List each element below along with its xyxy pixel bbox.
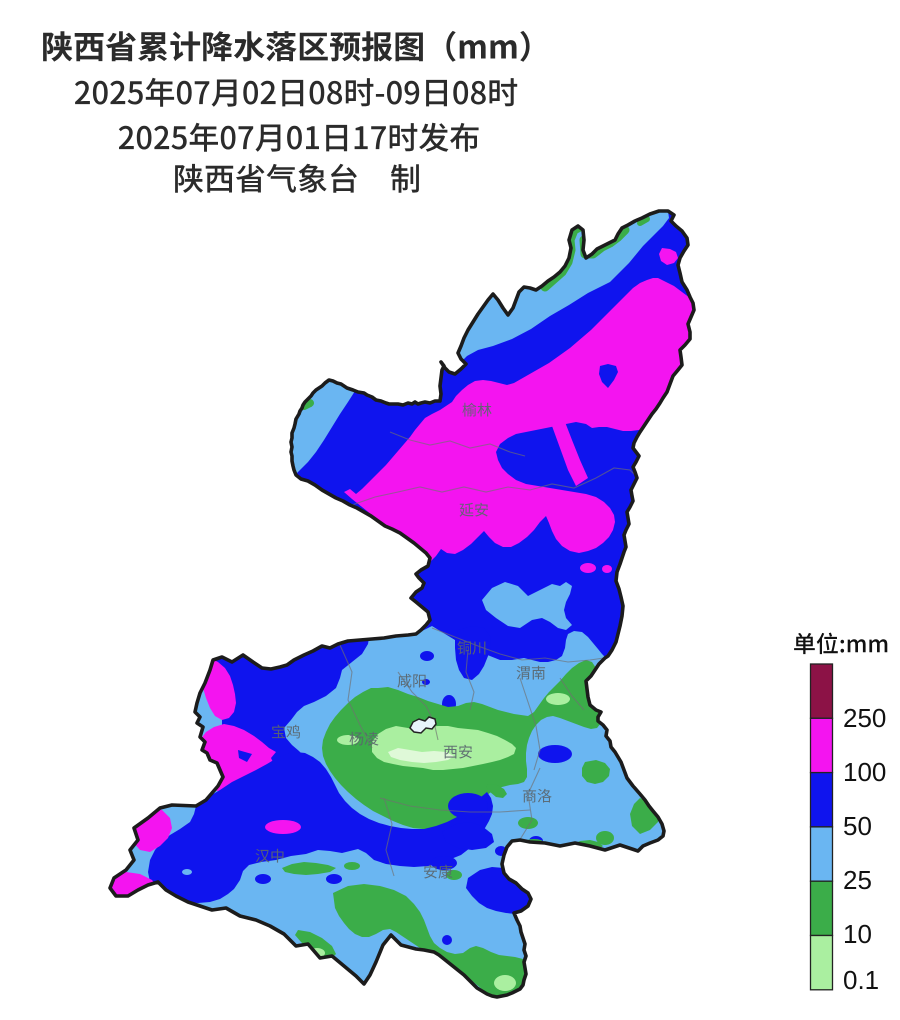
svg-text:10: 10 xyxy=(843,919,872,949)
svg-text:25: 25 xyxy=(843,865,872,895)
svg-text:0.1: 0.1 xyxy=(843,965,879,995)
svg-text:50: 50 xyxy=(843,811,872,841)
svg-text:100: 100 xyxy=(843,757,886,787)
svg-text:250: 250 xyxy=(843,703,886,733)
